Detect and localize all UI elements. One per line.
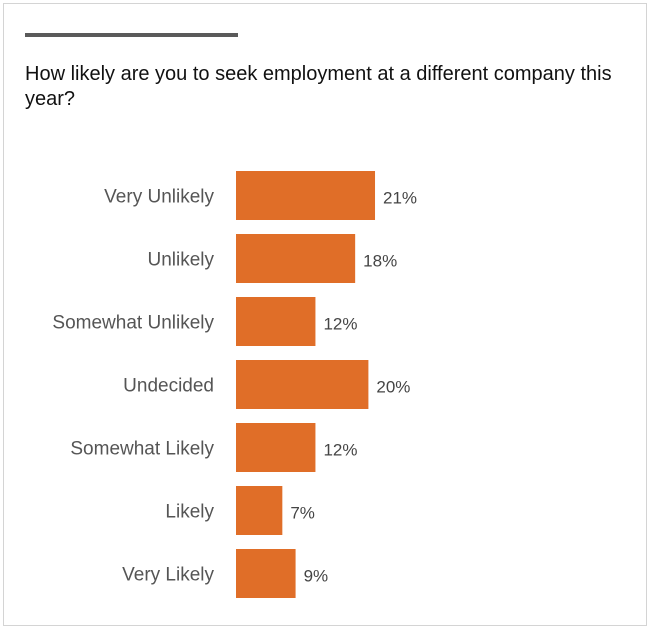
category-label: Very Unlikely <box>104 187 214 208</box>
category-label: Somewhat Unlikely <box>52 313 214 334</box>
header-rule <box>25 33 238 37</box>
category-label: Very Likely <box>122 565 214 586</box>
category-label: Unlikely <box>147 250 214 271</box>
category-label: Somewhat Likely <box>70 439 214 460</box>
bar <box>236 486 283 535</box>
value-label: 20% <box>376 378 410 397</box>
chart-title: How likely are you to seek employment at… <box>25 63 612 110</box>
bar-chart: Very Unlikely 21% Unlikely 18% Somewhat Unli… <box>52 171 417 598</box>
value-label: 12% <box>323 441 357 460</box>
bar <box>236 171 376 220</box>
bar <box>236 234 356 283</box>
chart-card: How likely are you to seek employment at… <box>3 3 647 626</box>
value-label: 21% <box>383 189 417 208</box>
category-label: Likely <box>165 502 214 523</box>
bar <box>236 423 316 472</box>
value-label: 7% <box>290 504 315 523</box>
bar <box>236 549 296 598</box>
bar <box>236 297 316 346</box>
value-label: 9% <box>304 567 329 586</box>
category-label: Undecided <box>123 376 214 397</box>
value-label: 12% <box>323 315 357 334</box>
bar <box>236 360 369 409</box>
value-label: 18% <box>363 252 397 271</box>
